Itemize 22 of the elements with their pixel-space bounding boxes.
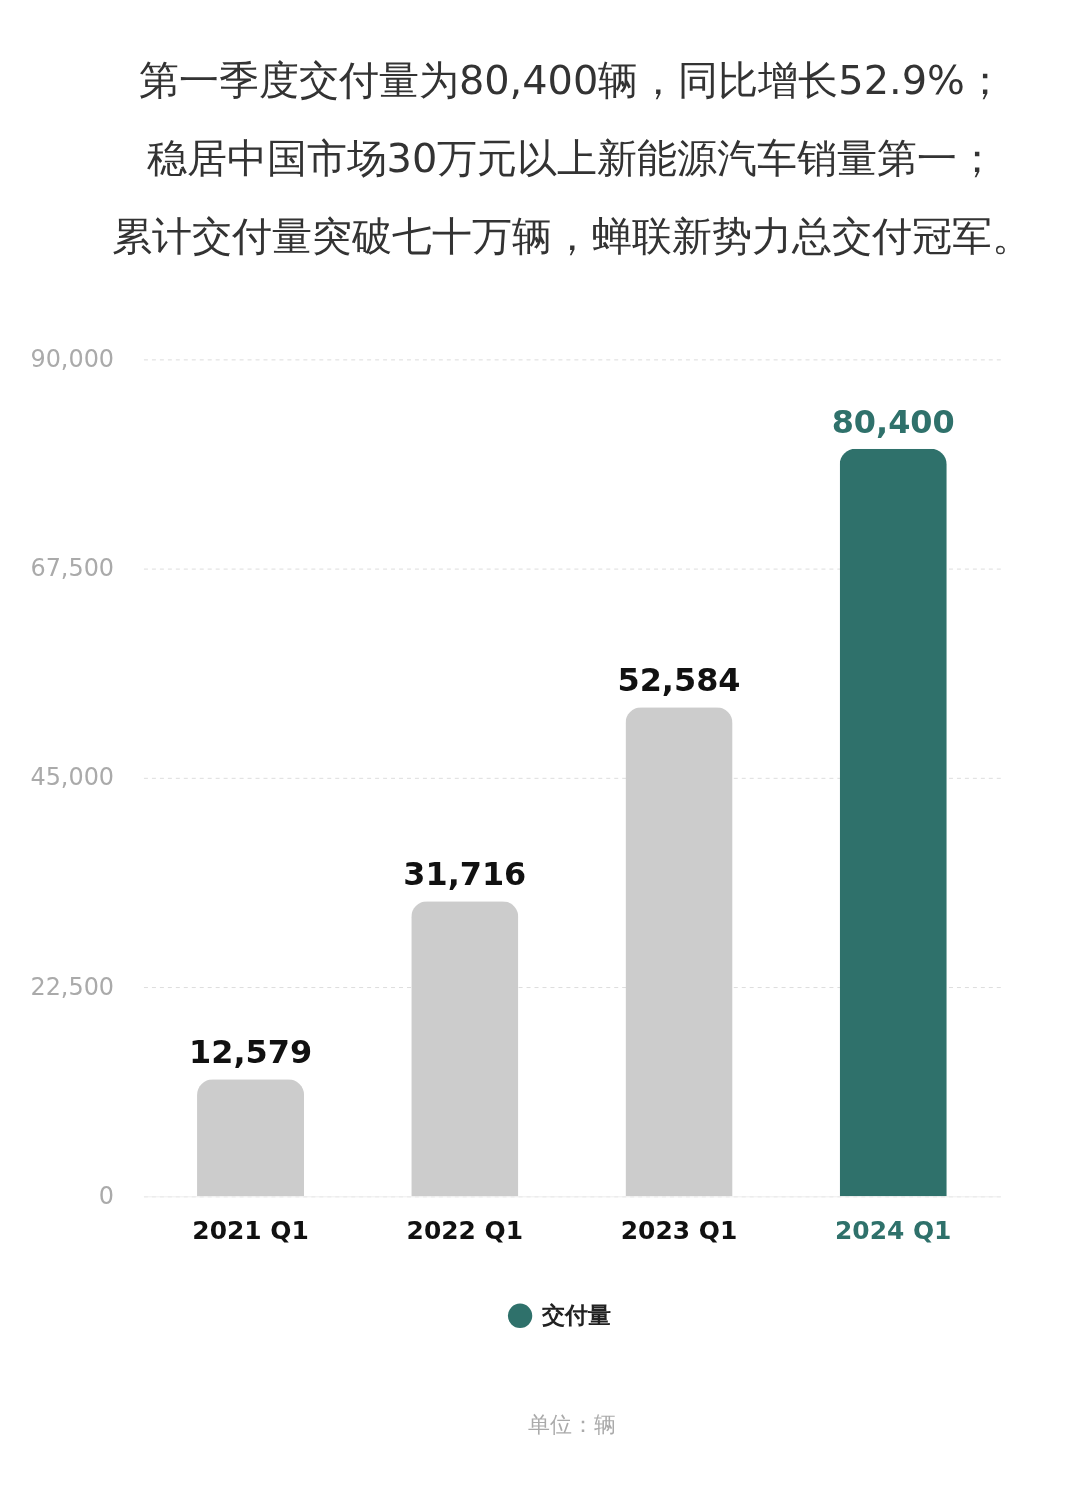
text: 第一季度交付量为80,400辆，同比增长52.9%； <box>138 57 1005 104</box>
x-tick-label: 2022 Q1 <box>406 1215 523 1245</box>
y-tick-label: 45,000 <box>30 763 115 792</box>
x-tick-label: 2023 Q1 <box>620 1215 738 1245</box>
text: 稳居中国市场30万元以上新能源汽车销量第一； <box>146 135 998 182</box>
bar <box>197 1079 305 1197</box>
y-tick-label: 0 <box>98 1181 115 1210</box>
x-tick-label: 2024 Q1 <box>834 1215 952 1245</box>
data-label: 12,579 <box>189 1033 313 1072</box>
legend-label: 交付量 <box>540 1301 611 1328</box>
y-tick-label: 22,500 <box>30 972 115 1001</box>
x-tick-label: 2021 Q1 <box>192 1215 309 1245</box>
data-label: 31,716 <box>403 855 527 894</box>
y-tick-label: 67,500 <box>30 554 115 583</box>
bar <box>625 707 733 1197</box>
bar <box>411 901 519 1197</box>
text: 单位：辆 <box>527 1412 616 1438</box>
bar <box>839 448 947 1197</box>
data-label: 80,400 <box>831 402 955 441</box>
y-tick-label: 90,000 <box>30 344 115 373</box>
text: 累计交付量突破七十万辆，蝉联新势力总交付冠军。 <box>111 212 1032 259</box>
data-label: 52,584 <box>617 661 741 700</box>
